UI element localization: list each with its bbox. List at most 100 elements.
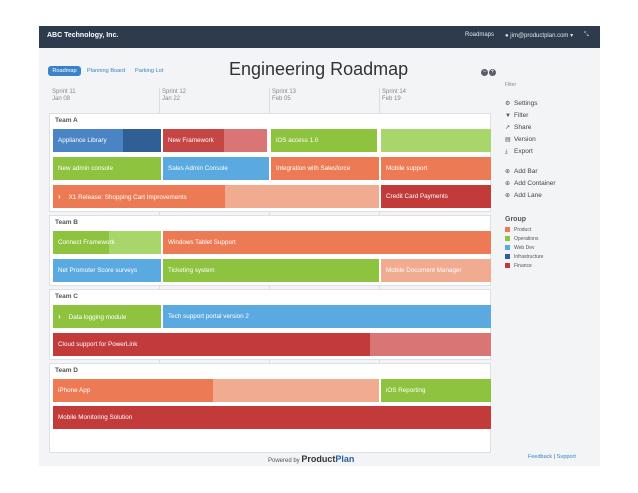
export-icon: ⤓: [505, 149, 508, 155]
legend-label: Web Dev: [514, 245, 535, 251]
roadmap-bar[interactable]: Net Promoter Score surveys: [53, 259, 161, 282]
add-bar-action[interactable]: ⊕ Add Bar: [505, 166, 595, 178]
lane-title: Team D: [55, 367, 78, 374]
container-label: Data logging module: [68, 314, 127, 321]
powered-by-text: Powered by: [268, 458, 300, 464]
lane-title: Team C: [55, 293, 78, 300]
legend-item-product[interactable]: Product: [505, 226, 595, 235]
action-label: Export: [514, 148, 533, 155]
sprint-name: Sprint 11: [52, 89, 76, 95]
roadmap-bar[interactable]: iPhone App: [58, 387, 91, 394]
plus-circle-icon: ⊕: [505, 193, 511, 199]
fullscreen-icon[interactable]: ⤡: [584, 32, 589, 38]
productplan-logo[interactable]: ProductPlan: [301, 454, 354, 464]
sprint-name: Sprint 13: [272, 89, 297, 95]
user-menu[interactable]: ● jim@productplan.com ▾: [505, 32, 573, 39]
container-bar[interactable]: [381, 129, 491, 152]
page-title: Engineering Roadmap: [229, 59, 409, 79]
roadmap-bar[interactable]: Credit Card Payments: [381, 185, 491, 208]
legend-label: Infrastructure: [514, 254, 544, 260]
roadmap-bar[interactable]: Windows Tablet Support: [163, 231, 491, 254]
roadmap-sidebar: Filter ⚙ Settings ▼ Filter ↗ Share ▤ Version…: [505, 82, 595, 271]
legend-swatch: [505, 227, 510, 233]
gear-icon: ⚙: [505, 101, 511, 107]
action-label: Add Lane: [514, 192, 542, 199]
legend-item-finance[interactable]: Finance: [505, 262, 595, 271]
version-action[interactable]: ▤ Version: [505, 134, 595, 146]
footer-separator: |: [553, 454, 556, 460]
tab-parking-lot[interactable]: Parking Lot: [135, 68, 164, 74]
legend-label: Product: [514, 227, 532, 233]
chevron-right-icon[interactable]: ›: [58, 312, 61, 321]
add-lane-action[interactable]: ⊕ Add Lane: [505, 190, 595, 202]
footer-links: Feedback | Support: [528, 454, 576, 460]
bar-segment: [53, 379, 213, 402]
roadmap-bar[interactable]: Sales Admin Console: [163, 157, 269, 180]
roadmap-bar[interactable]: Cloud support for PowerLink: [58, 341, 138, 348]
roadmap-bar[interactable]: iOS access 1.0: [271, 129, 377, 152]
lane-title: Team A: [55, 117, 78, 124]
user-icon: ●: [505, 33, 509, 39]
plus-circle-icon: ⊕: [505, 169, 511, 175]
tab-planning-board[interactable]: Planning Board: [87, 68, 126, 74]
sprint-header-14: Sprint 14 Feb 19: [382, 89, 406, 103]
lane-title: Team B: [55, 219, 78, 226]
spacer: [505, 158, 595, 166]
feedback-link[interactable]: Feedback: [528, 454, 553, 460]
bar-overlay: [123, 129, 161, 152]
sprint-date: Jan 22: [162, 96, 181, 102]
share-icon: ↗: [505, 125, 511, 131]
chevron-right-icon[interactable]: ›: [58, 192, 61, 201]
share-action[interactable]: ↗ Share: [505, 122, 595, 134]
app-window: ABC Technology, Inc. Roadmaps ● jim@prod…: [39, 26, 600, 466]
legend-item-web-dev[interactable]: Web Dev: [505, 244, 595, 253]
container-bar-x1[interactable]: › X1 Release: Shopping Cart Improvements: [53, 185, 225, 208]
chevron-down-icon: ▾: [570, 33, 574, 39]
legend-item-operations[interactable]: Operations: [505, 235, 595, 244]
action-label: Share: [514, 124, 532, 131]
container-bar-data-logging[interactable]: › Data logging module: [53, 305, 161, 328]
action-label: Settings: [514, 100, 538, 107]
roadmap-bar[interactable]: Integration with Salesforce: [271, 157, 379, 180]
action-label: Version: [514, 136, 536, 143]
zoom-out-icon[interactable]: −: [481, 69, 488, 76]
sprint-name: Sprint 12: [162, 89, 187, 95]
sidebar-header: Filter: [505, 82, 517, 88]
filter-action[interactable]: ▼ Filter: [505, 110, 595, 122]
logo-text-plan: Plan: [335, 454, 355, 464]
plus-circle-icon: ⊕: [505, 181, 511, 187]
logo-text-product: Product: [301, 454, 336, 464]
sprint-date: Jan 08: [52, 96, 71, 102]
roadmap-bar[interactable]: iOS Reporting: [381, 379, 491, 402]
add-container-action[interactable]: ⊕ Add Container: [505, 178, 595, 190]
user-email: jim@productplan.com: [510, 33, 569, 39]
legend-label: Operations: [514, 236, 539, 242]
legend-swatch: [505, 263, 510, 269]
sprint-date: Feb 05: [272, 96, 291, 102]
roadmap-bar[interactable]: Ticketing system: [163, 259, 379, 282]
action-label: Add Container: [514, 180, 556, 187]
sprint-header-13: Sprint 13 Feb 05: [272, 89, 296, 103]
company-name[interactable]: ABC Technology, Inc.: [47, 32, 119, 39]
powered-by: Powered by ProductPlan: [268, 454, 354, 464]
zoom-in-icon[interactable]: +: [489, 69, 496, 76]
tab-roadmap[interactable]: Roadmap: [48, 66, 81, 76]
legend-item-infrastructure[interactable]: Infrastructure: [505, 253, 595, 262]
roadmap-bar[interactable]: Mobile Document Manager: [386, 267, 462, 274]
support-link[interactable]: Support: [556, 454, 576, 460]
sprint-header-11: Sprint 11 Jan 08: [52, 89, 76, 103]
progress-remaining: [224, 129, 267, 152]
export-action[interactable]: ⤓ Export: [505, 146, 595, 158]
roadmap-bar[interactable]: Mobile support: [381, 157, 491, 180]
roadmap-bar[interactable]: Tech support portal version 2: [163, 305, 491, 328]
filter-icon: ▼: [505, 113, 511, 119]
legend-label: Finance: [514, 263, 532, 269]
bar-segment: [109, 231, 161, 254]
container-label: X1 Release: Shopping Cart Improvements: [68, 194, 187, 201]
roadmap-bar[interactable]: New admin console: [53, 157, 161, 180]
settings-action[interactable]: ⚙ Settings: [505, 98, 595, 110]
roadmap-bar[interactable]: Connect Framework: [58, 239, 115, 246]
roadmap-bar[interactable]: Mobile Monitoring Solution: [53, 406, 491, 429]
action-label: Add Bar: [514, 168, 538, 175]
nav-roadmaps-link[interactable]: Roadmaps: [465, 32, 495, 38]
